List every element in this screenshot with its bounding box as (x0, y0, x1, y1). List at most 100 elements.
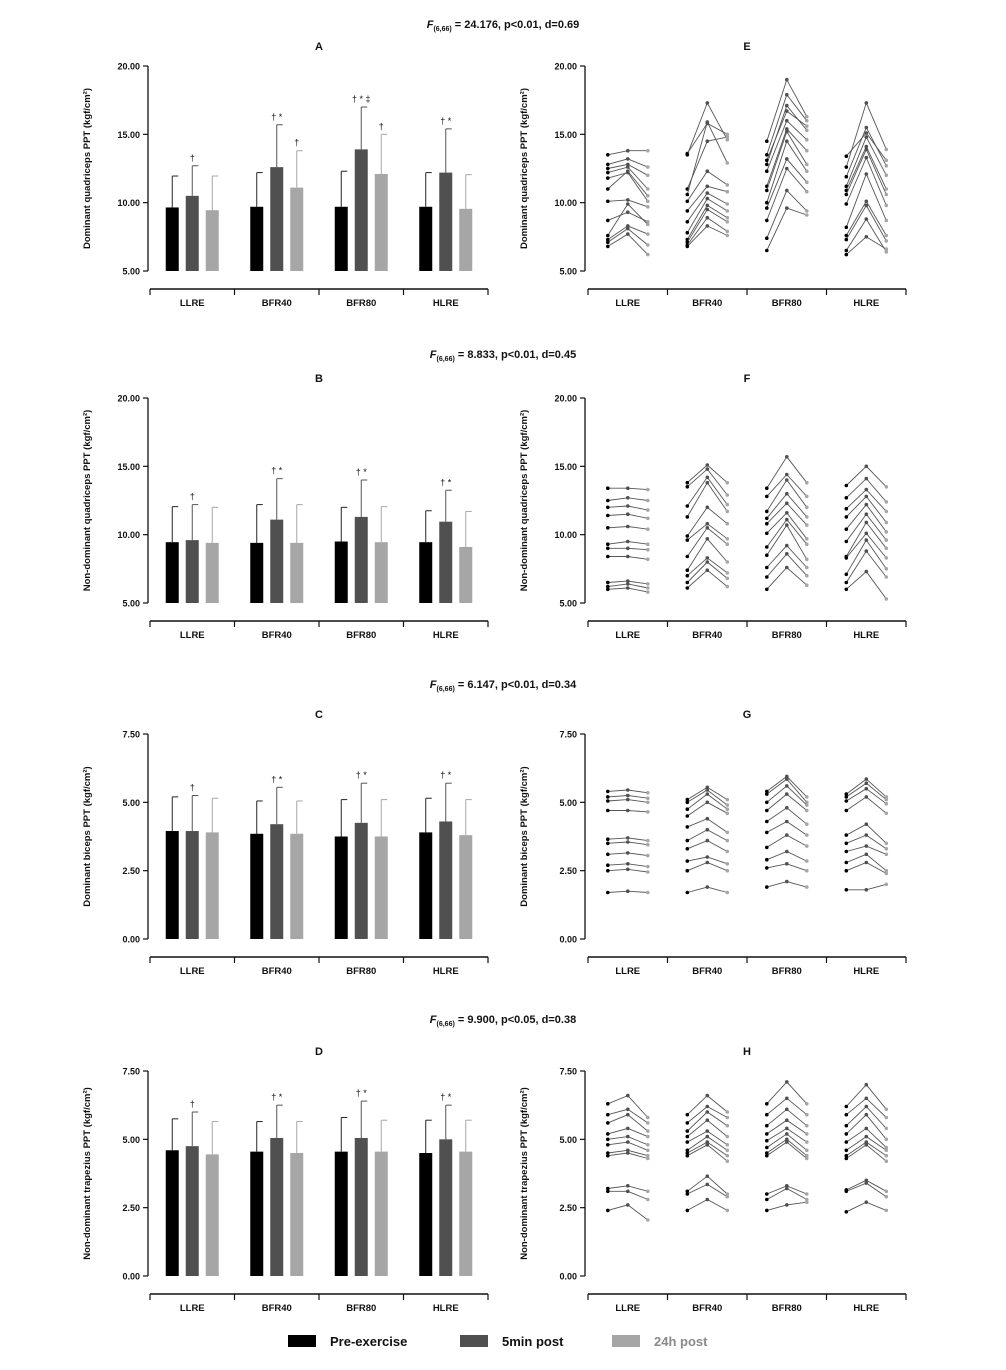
data-point (785, 129, 789, 134)
data-point (765, 521, 769, 526)
data-point (626, 1093, 630, 1098)
data-point (864, 777, 869, 781)
panel-title: G (743, 709, 752, 721)
stat-values: = 8.833, p<0.01, d=0.45 (455, 349, 576, 361)
data-point (805, 114, 809, 119)
data-point (805, 1140, 809, 1144)
data-point (705, 215, 710, 220)
data-point (805, 795, 809, 799)
data-point (844, 1189, 849, 1194)
y-tick-label: 10.00 (117, 198, 140, 208)
panel-H: H 0.00 2.50 5.00 7.50 Non-dominant trapezius … (519, 1046, 907, 1314)
data-point (844, 174, 849, 179)
x-tick-label: BFR80 (346, 1303, 376, 1314)
data-point (725, 1194, 730, 1199)
data-point (705, 855, 710, 859)
stat-df: (6,66) (437, 686, 455, 693)
data-point (646, 810, 650, 814)
subject-line (845, 503, 887, 533)
data-point (646, 222, 650, 227)
data-point (864, 852, 869, 857)
data-point (725, 1192, 730, 1196)
data-point (685, 1148, 690, 1153)
data-point (606, 505, 610, 510)
subject-line (846, 1144, 887, 1162)
bar (185, 1146, 199, 1276)
data-point (805, 1192, 809, 1196)
subject-line (846, 1182, 887, 1198)
data-point (725, 803, 730, 807)
data-point (685, 890, 690, 895)
data-point (884, 1194, 889, 1199)
data-point (705, 1140, 710, 1144)
bar (250, 206, 264, 271)
stat-heading-text: F(6,66) = 24.176, p<0.01, d=0.69 (427, 19, 580, 33)
data-point (685, 568, 690, 572)
data-point (646, 870, 650, 874)
data-point (805, 859, 809, 863)
x-tick-label: LLRE (180, 630, 205, 641)
subject-line (845, 495, 887, 523)
y-axis-label: Non-dominant quadriceps PPT (kgf/cm²) (519, 410, 530, 592)
y-tick-label: 5.00 (559, 1135, 577, 1145)
data-point (785, 862, 789, 866)
data-point (685, 515, 690, 519)
significance-label: † (190, 783, 195, 793)
y-axis-label: Dominant quadriceps PPT (kgf/cm²) (82, 88, 93, 249)
data-point (626, 224, 630, 228)
data-point (725, 161, 730, 165)
data-point (884, 485, 889, 489)
data-point (864, 1181, 869, 1185)
data-point (606, 176, 610, 180)
x-tick-label: HLRE (433, 966, 459, 977)
data-point (785, 103, 789, 108)
data-point (626, 226, 630, 231)
data-point (805, 844, 809, 848)
data-point (725, 521, 730, 526)
data-point (705, 207, 710, 212)
data-point (805, 573, 809, 578)
data-point (844, 188, 849, 193)
data-point (606, 1151, 610, 1155)
data-point (725, 189, 730, 194)
data-point (606, 587, 610, 592)
data-point (606, 542, 610, 546)
data-point (646, 498, 650, 503)
data-point (765, 885, 769, 889)
data-point (765, 845, 769, 850)
data-point (864, 172, 869, 176)
data-point (725, 571, 730, 575)
data-point (785, 1132, 789, 1136)
data-point (705, 816, 710, 821)
data-point (626, 862, 630, 866)
data-point (765, 486, 769, 491)
data-point (626, 539, 630, 544)
data-point (685, 220, 690, 224)
data-point (785, 1140, 789, 1144)
data-point (606, 153, 610, 157)
data-point (725, 1148, 730, 1153)
data-point (785, 517, 789, 522)
data-point (685, 1208, 690, 1213)
data-point (705, 224, 710, 228)
y-axis-label: Non-dominant trapezius PPT (kgf/cm²) (82, 1087, 93, 1260)
data-point (626, 889, 630, 893)
data-point (844, 506, 849, 511)
data-point (805, 169, 809, 173)
subject-line (845, 145, 887, 191)
bar (459, 208, 473, 271)
data-point (785, 565, 789, 570)
data-point (864, 199, 869, 204)
data-point (685, 1134, 690, 1139)
x-tick-label: HLRE (433, 298, 459, 309)
data-point (844, 154, 849, 158)
data-point (685, 153, 690, 157)
data-point (785, 552, 789, 556)
data-point (626, 210, 630, 214)
data-point (844, 515, 849, 519)
data-point (864, 235, 869, 239)
legend-label: 24h post (654, 1334, 708, 1349)
subject-line (607, 233, 649, 255)
data-point (884, 218, 889, 223)
bar (354, 516, 368, 603)
